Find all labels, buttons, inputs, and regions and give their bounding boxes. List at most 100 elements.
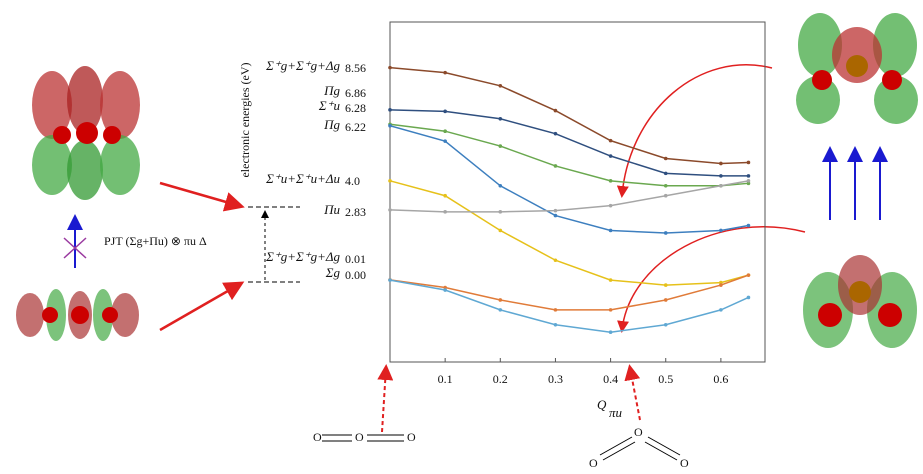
point <box>553 308 558 312</box>
point <box>553 208 558 213</box>
point <box>663 183 668 188</box>
atom: O <box>407 430 416 444</box>
point <box>719 308 723 312</box>
point <box>553 108 558 113</box>
series-label: Πg <box>323 83 340 98</box>
series-label: Σ⁺u <box>318 98 341 113</box>
x-axis-label-sub: πu <box>609 405 623 420</box>
point <box>746 223 751 228</box>
point <box>443 129 447 133</box>
point <box>663 171 668 176</box>
point <box>663 283 668 287</box>
pjt-label: PJT (Σg+Πu) ⊗ πu Δ <box>104 234 207 248</box>
point <box>388 108 392 112</box>
point <box>443 139 447 143</box>
point <box>443 109 447 114</box>
atom: O <box>313 430 322 444</box>
series-label: Πg <box>323 117 340 132</box>
x-tick-label: 0.5 <box>658 372 673 386</box>
point <box>608 154 613 158</box>
point <box>608 138 613 143</box>
series-line <box>389 125 749 234</box>
point <box>608 228 613 233</box>
point <box>746 181 751 186</box>
point <box>498 228 503 233</box>
series-label: Πu <box>323 202 340 217</box>
point <box>663 322 668 327</box>
x-tick-label: 0.6 <box>713 372 728 386</box>
point <box>719 280 723 285</box>
point <box>553 213 558 218</box>
point <box>663 156 668 161</box>
point <box>388 65 392 70</box>
point <box>746 295 751 300</box>
start-value-label: 6.28 <box>345 101 366 115</box>
series-line <box>389 274 749 311</box>
orbital-top-left <box>32 66 140 200</box>
start-value-label: 6.22 <box>345 120 366 134</box>
point <box>746 179 751 183</box>
point <box>553 131 558 136</box>
point <box>746 174 751 178</box>
point <box>719 161 723 166</box>
point <box>746 273 751 277</box>
series-label: Σ⁺u+Σ⁺u+Δu <box>265 171 340 186</box>
point <box>443 285 447 290</box>
x-tick-label: 0.3 <box>548 372 563 386</box>
start-value-label: 0.01 <box>345 252 366 266</box>
point <box>719 183 723 188</box>
arrows <box>63 64 888 461</box>
series-line <box>389 279 749 333</box>
point <box>388 123 392 128</box>
point <box>498 144 503 148</box>
atom: O <box>634 425 643 439</box>
point <box>663 193 668 198</box>
atom: O <box>680 456 689 470</box>
orbital-top-right <box>796 13 918 124</box>
start-value-label: 0.00 <box>345 268 366 282</box>
point <box>719 174 723 178</box>
point <box>608 278 613 282</box>
series-line <box>389 180 749 286</box>
point <box>663 231 668 235</box>
x-axis-label: Q <box>597 397 607 412</box>
start-value-label: 8.56 <box>345 61 366 75</box>
point <box>608 179 613 183</box>
point <box>553 322 558 327</box>
point <box>608 203 613 208</box>
point <box>498 308 503 312</box>
point <box>498 298 503 302</box>
x-tick-label: 0.1 <box>438 372 453 386</box>
point <box>746 160 751 165</box>
series-line <box>389 123 749 187</box>
point <box>498 183 503 188</box>
point <box>388 278 392 282</box>
plot-frame <box>389 21 766 363</box>
point <box>498 83 503 88</box>
series-label: Σg <box>325 265 341 280</box>
start-value-label: 6.86 <box>345 86 366 100</box>
point <box>553 164 558 168</box>
atom: O <box>589 456 598 470</box>
series-label: Σ⁺g+Σ⁺g+Δg <box>265 58 340 73</box>
point <box>443 70 447 75</box>
x-tick-label: 0.2 <box>493 372 508 386</box>
y-axis-label: electronic energies (eV) <box>238 62 252 177</box>
point <box>388 179 392 183</box>
atom: O <box>355 430 364 444</box>
series-line <box>389 66 749 165</box>
series-line <box>389 180 749 213</box>
point <box>719 283 723 287</box>
point <box>388 208 392 212</box>
point <box>443 210 447 214</box>
point <box>719 228 723 233</box>
point <box>608 308 613 312</box>
start-value-label: 4.0 <box>345 174 360 188</box>
point <box>663 298 668 302</box>
orbital-bottom-left <box>16 289 139 341</box>
x-tick-label: 0.4 <box>603 372 618 386</box>
series-label: Σ⁺g+Σ⁺g+Δg <box>265 249 340 264</box>
series-line <box>389 109 749 177</box>
point <box>608 330 613 335</box>
